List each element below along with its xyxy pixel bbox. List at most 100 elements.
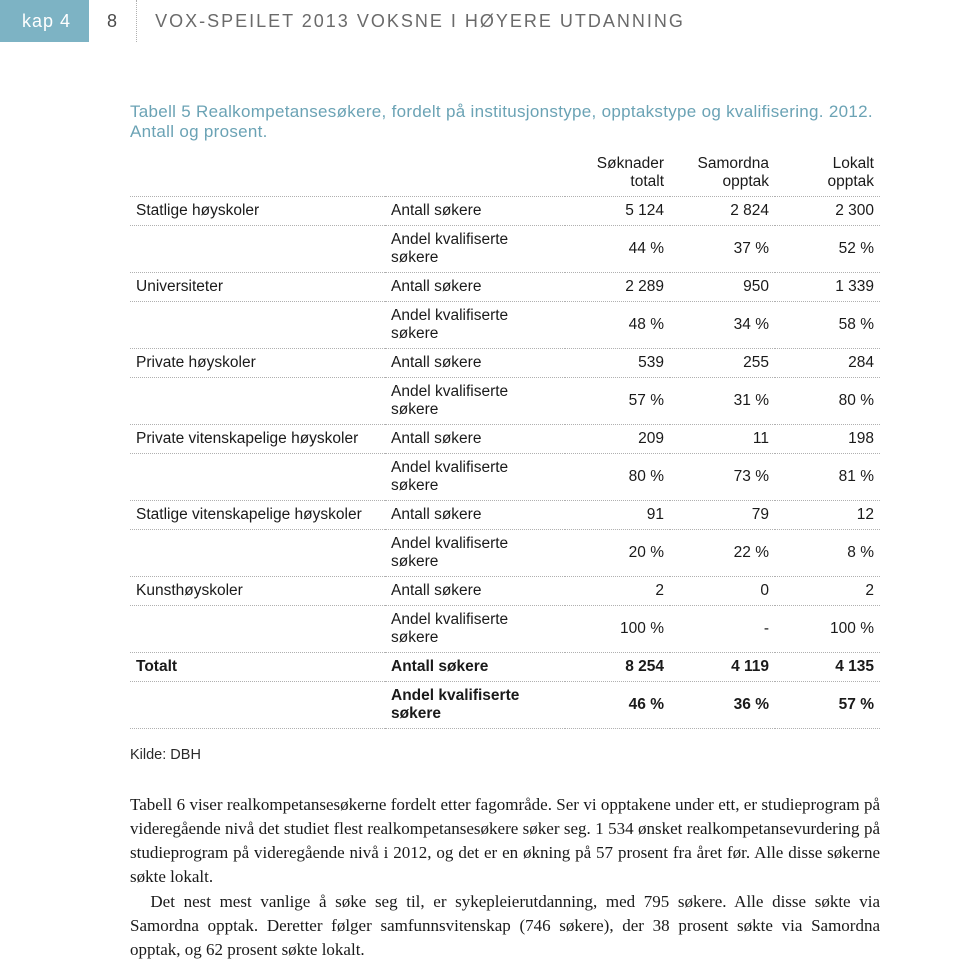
body-text: Tabell 6 viser realkompetansesøkerne for… bbox=[130, 793, 880, 962]
table-cell-value: 255 bbox=[670, 349, 775, 378]
table-cell-metric: Antall søkere bbox=[385, 273, 565, 302]
table-row: Andel kvalifiserte søkere20 %22 %8 % bbox=[130, 530, 880, 577]
table-header-row: Søknader totalt Samordna opptak Lokalt o… bbox=[130, 150, 880, 197]
table-cell-value: 100 % bbox=[565, 606, 670, 653]
table-cell-value: 539 bbox=[565, 349, 670, 378]
table-header-col: Samordna opptak bbox=[670, 150, 775, 197]
table-cell-institution bbox=[130, 682, 385, 729]
table-row: Private høyskolerAntall søkere539255284 bbox=[130, 349, 880, 378]
table-cell-value: 4 119 bbox=[670, 653, 775, 682]
table-cell-value: 4 135 bbox=[775, 653, 880, 682]
page-header: kap 4 8 VOX-SPEILET 2013 VOKSNE I HØYERE… bbox=[0, 0, 960, 42]
table-cell-metric: Andel kvalifiserte søkere bbox=[385, 378, 565, 425]
table-row: Private vitenskapelige høyskolerAntall s… bbox=[130, 425, 880, 454]
table-header-blank bbox=[385, 150, 565, 197]
table-cell-value: 79 bbox=[670, 501, 775, 530]
table-source: Kilde: DBH bbox=[130, 747, 880, 763]
table-cell-metric: Antall søkere bbox=[385, 425, 565, 454]
table-cell-institution: Statlige høyskoler bbox=[130, 197, 385, 226]
table-cell-institution bbox=[130, 606, 385, 653]
table-cell-value: 1 339 bbox=[775, 273, 880, 302]
table-row: Andel kvalifiserte søkere46 %36 %57 % bbox=[130, 682, 880, 729]
table-cell-value: 81 % bbox=[775, 454, 880, 501]
table-cell-metric: Antall søkere bbox=[385, 197, 565, 226]
table-row: Andel kvalifiserte søkere57 %31 %80 % bbox=[130, 378, 880, 425]
table-cell-value: 20 % bbox=[565, 530, 670, 577]
table-cell-value: 12 bbox=[775, 501, 880, 530]
table-cell-value: 5 124 bbox=[565, 197, 670, 226]
table-cell-value: 2 bbox=[775, 577, 880, 606]
table-cell-value: 48 % bbox=[565, 302, 670, 349]
table-cell-institution: Private høyskoler bbox=[130, 349, 385, 378]
table-cell-institution bbox=[130, 378, 385, 425]
table-cell-value: 209 bbox=[565, 425, 670, 454]
table-cell-value: 37 % bbox=[670, 226, 775, 273]
table-cell-value: 34 % bbox=[670, 302, 775, 349]
table-cell-metric: Andel kvalifiserte søkere bbox=[385, 226, 565, 273]
table-cell-metric: Andel kvalifiserte søkere bbox=[385, 530, 565, 577]
table-row: Andel kvalifiserte søkere100 %-100 % bbox=[130, 606, 880, 653]
table-cell-metric: Andel kvalifiserte søkere bbox=[385, 682, 565, 729]
table-header-col: Søknader totalt bbox=[565, 150, 670, 197]
table-cell-metric: Antall søkere bbox=[385, 349, 565, 378]
paragraph: Det nest mest vanlige å søke seg til, er… bbox=[130, 890, 880, 962]
table-row: Andel kvalifiserte søkere80 %73 %81 % bbox=[130, 454, 880, 501]
table-row: UniversiteterAntall søkere2 2899501 339 bbox=[130, 273, 880, 302]
table-cell-institution bbox=[130, 302, 385, 349]
table-cell-institution bbox=[130, 530, 385, 577]
table-cell-value: 36 % bbox=[670, 682, 775, 729]
table-cell-value: 198 bbox=[775, 425, 880, 454]
table-cell-value: 57 % bbox=[775, 682, 880, 729]
table-cell-value: 2 bbox=[565, 577, 670, 606]
table-cell-value: 31 % bbox=[670, 378, 775, 425]
table-row: Statlige vitenskapelige høyskolerAntall … bbox=[130, 501, 880, 530]
table-cell-value: 57 % bbox=[565, 378, 670, 425]
table-cell-value: 2 824 bbox=[670, 197, 775, 226]
table-cell-value: 11 bbox=[670, 425, 775, 454]
data-table: Søknader totalt Samordna opptak Lokalt o… bbox=[130, 150, 880, 729]
table-row: TotaltAntall søkere8 2544 1194 135 bbox=[130, 653, 880, 682]
table-cell-value: 46 % bbox=[565, 682, 670, 729]
table-header-blank bbox=[130, 150, 385, 197]
table-cell-institution bbox=[130, 226, 385, 273]
table-cell-value: 8 % bbox=[775, 530, 880, 577]
table-row: KunsthøyskolerAntall søkere202 bbox=[130, 577, 880, 606]
table-row: Andel kvalifiserte søkere44 %37 %52 % bbox=[130, 226, 880, 273]
table-cell-value: 44 % bbox=[565, 226, 670, 273]
page-number: 8 bbox=[89, 0, 137, 42]
table-cell-value: 80 % bbox=[565, 454, 670, 501]
content-area: Tabell 5 Realkompetansesøkere, fordelt p… bbox=[0, 42, 960, 962]
table-cell-institution: Universiteter bbox=[130, 273, 385, 302]
table-title: Tabell 5 Realkompetansesøkere, fordelt p… bbox=[130, 102, 880, 142]
chapter-tag: kap 4 bbox=[0, 0, 89, 42]
table-cell-value: 100 % bbox=[775, 606, 880, 653]
table-cell-value: 284 bbox=[775, 349, 880, 378]
table-cell-value: 2 289 bbox=[565, 273, 670, 302]
table-cell-value: 80 % bbox=[775, 378, 880, 425]
table-cell-metric: Andel kvalifiserte søkere bbox=[385, 302, 565, 349]
table-cell-institution: Statlige vitenskapelige høyskoler bbox=[130, 501, 385, 530]
table-cell-metric: Andel kvalifiserte søkere bbox=[385, 454, 565, 501]
table-row: Andel kvalifiserte søkere48 %34 %58 % bbox=[130, 302, 880, 349]
table-cell-institution bbox=[130, 454, 385, 501]
table-cell-value: 8 254 bbox=[565, 653, 670, 682]
table-cell-value: 58 % bbox=[775, 302, 880, 349]
table-cell-institution: Private vitenskapelige høyskoler bbox=[130, 425, 385, 454]
table-cell-metric: Antall søkere bbox=[385, 653, 565, 682]
table-cell-value: 2 300 bbox=[775, 197, 880, 226]
table-cell-metric: Antall søkere bbox=[385, 577, 565, 606]
table-row: Statlige høyskolerAntall søkere5 1242 82… bbox=[130, 197, 880, 226]
table-cell-value: 950 bbox=[670, 273, 775, 302]
table-cell-institution: Kunsthøyskoler bbox=[130, 577, 385, 606]
table-cell-value: 91 bbox=[565, 501, 670, 530]
table-cell-metric: Andel kvalifiserte søkere bbox=[385, 606, 565, 653]
paragraph: Tabell 6 viser realkompetansesøkerne for… bbox=[130, 793, 880, 890]
table-cell-institution: Totalt bbox=[130, 653, 385, 682]
table-header-col: Lokalt opptak bbox=[775, 150, 880, 197]
page-title: VOX-SPEILET 2013 VOKSNE I HØYERE UTDANNI… bbox=[137, 0, 703, 42]
table-cell-value: - bbox=[670, 606, 775, 653]
table-cell-value: 0 bbox=[670, 577, 775, 606]
table-cell-value: 22 % bbox=[670, 530, 775, 577]
table-cell-value: 73 % bbox=[670, 454, 775, 501]
table-cell-value: 52 % bbox=[775, 226, 880, 273]
